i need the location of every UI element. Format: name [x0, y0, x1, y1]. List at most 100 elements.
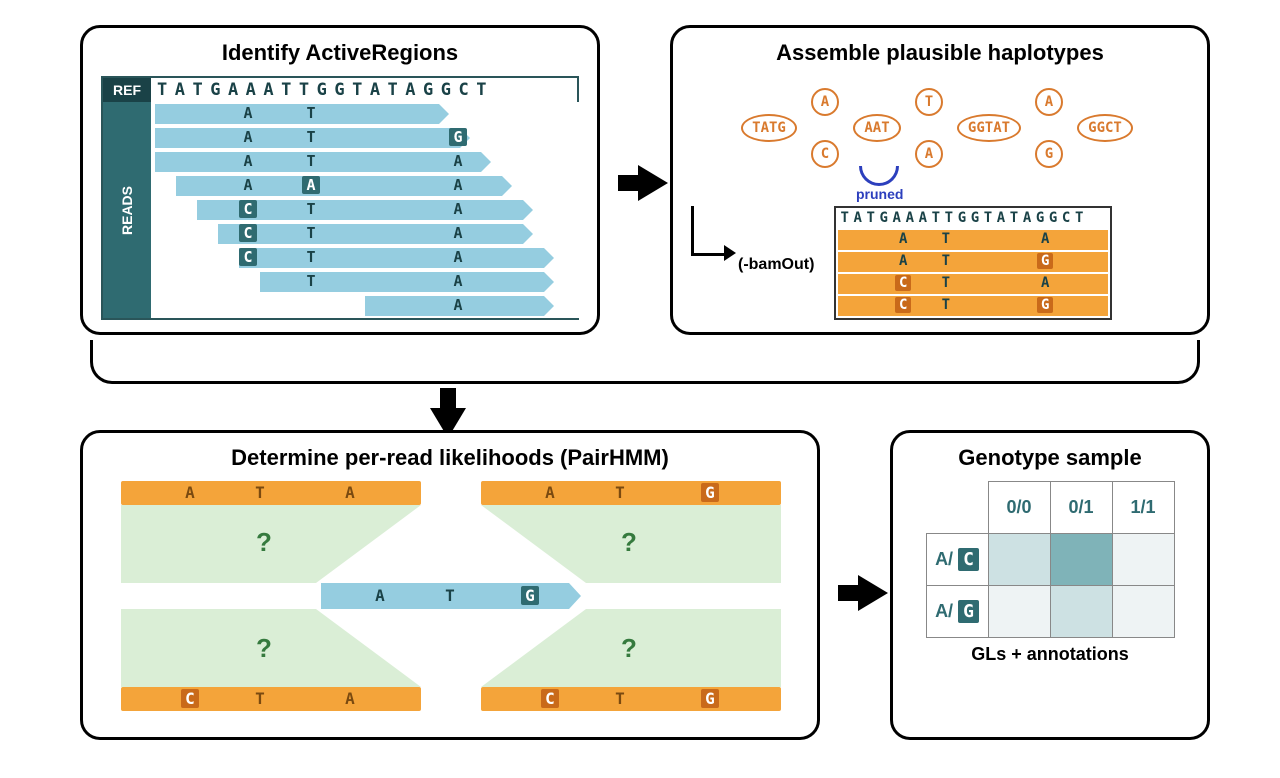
strip-letter: T	[251, 483, 269, 502]
strip-letter: G	[701, 483, 719, 502]
genotype-cell	[1112, 586, 1174, 638]
read-variant-letter: T	[302, 152, 320, 170]
ref-label: REF	[103, 78, 151, 102]
flow-bracket	[90, 340, 1200, 384]
haplotype-row: ATG	[838, 252, 1108, 272]
genotype-cell	[988, 586, 1050, 638]
question-mark: ?	[256, 633, 272, 664]
strip-letter: A	[541, 483, 559, 502]
read-variant-letter: A	[449, 200, 467, 218]
graph-node: G	[1035, 140, 1063, 168]
read-variant-letter: A	[302, 176, 320, 194]
haplotype-variant-letter: C	[895, 297, 911, 313]
genotype-row-header: A/ C	[926, 534, 988, 586]
read-bar	[218, 224, 533, 244]
read-variant-letter: A	[449, 248, 467, 266]
panel-pairhmm: Determine per-read likelihoods (PairHMM)…	[80, 430, 820, 740]
read-variant-letter: A	[449, 272, 467, 290]
panel-title: Genotype sample	[911, 445, 1189, 471]
haplotype-ref-seq: TATGAAATTGGTATAGGCT	[836, 208, 1110, 228]
reads-label: READS	[103, 102, 151, 318]
strip-letter: A	[181, 483, 199, 502]
read-variant-letter: A	[449, 296, 467, 314]
read-variant-letter: T	[302, 128, 320, 146]
strip-letter: T	[611, 483, 629, 502]
haplotype-row: CTG	[838, 296, 1108, 316]
pruned-arc	[859, 166, 899, 186]
haplotype-variant-letter: C	[895, 275, 911, 291]
strip-letter: G	[701, 689, 719, 708]
graph-node: A	[915, 140, 943, 168]
haplotype-variant-letter: T	[938, 275, 954, 291]
haplotype-variant-letter: G	[1037, 297, 1053, 313]
strip-letter: G	[521, 586, 539, 605]
read-variant-letter: T	[302, 224, 320, 242]
graph-node: C	[811, 140, 839, 168]
read-variant-letter: A	[239, 104, 257, 122]
read-variant-letter: A	[239, 176, 257, 194]
graph-node: GGCT	[1077, 114, 1133, 142]
read-variant-letter: T	[302, 104, 320, 122]
question-mark: ?	[621, 527, 637, 558]
read-variant-letter: T	[302, 248, 320, 266]
read-variant-letter: C	[239, 224, 257, 242]
haplotype-table: TATGAAATTGGTATAGGCT ATAATGCTACTG	[834, 206, 1112, 320]
panel-active-regions: Identify ActiveRegions REF TATGAAATTGGTA…	[80, 25, 600, 335]
haplotype-variant-letter: A	[895, 231, 911, 247]
strip-letter: A	[371, 586, 389, 605]
genotype-cell	[1112, 534, 1174, 586]
strip-letter: A	[341, 689, 359, 708]
panel-title: Determine per-read likelihoods (PairHMM)	[101, 445, 799, 471]
debruijn-graph: pruned TATGACAATTAGGTATAGGGCT	[691, 76, 1189, 196]
read-variant-letter: G	[449, 128, 467, 146]
graph-node: A	[811, 88, 839, 116]
genotype-cell	[988, 534, 1050, 586]
read-bar	[239, 248, 554, 268]
read-variant-letter: T	[302, 200, 320, 218]
strip-letter: T	[251, 689, 269, 708]
pairhmm-viz: ATA ATG CTA CTG ATG ? ? ? ?	[101, 481, 799, 711]
arrow-right-icon	[858, 575, 888, 611]
read-bar	[155, 152, 491, 172]
strip-letter: C	[541, 689, 559, 708]
haplotype-variant-letter: T	[938, 231, 954, 247]
graph-node: T	[915, 88, 943, 116]
haplotype-strip: CTA	[121, 687, 421, 711]
haplotype-variant-letter: A	[1037, 275, 1053, 291]
haplotype-row: ATA	[838, 230, 1108, 250]
genotype-cell	[1050, 586, 1112, 638]
genotype-row-header: A/ G	[926, 586, 988, 638]
question-mark: ?	[621, 633, 637, 664]
bamout-label: (-bamOut)	[738, 256, 814, 274]
reads-stack: ATATGATAAAACTACTACTATAA	[151, 102, 583, 318]
haplotype-strip: ATG	[481, 481, 781, 505]
question-mark: ?	[256, 527, 272, 558]
haplotype-strip: CTG	[481, 687, 781, 711]
strip-letter: C	[181, 689, 199, 708]
strip-letter: T	[441, 586, 459, 605]
read-variant-letter: T	[302, 272, 320, 290]
center-read: ATG	[321, 583, 581, 609]
read-variant-letter: C	[239, 200, 257, 218]
genotype-col-header: 0/0	[988, 482, 1050, 534]
read-variant-letter: C	[239, 248, 257, 266]
read-variant-letter: A	[239, 128, 257, 146]
haplotype-variant-letter: G	[1037, 253, 1053, 269]
read-variant-letter: A	[449, 176, 467, 194]
haplotype-variant-letter: A	[895, 253, 911, 269]
read-variant-letter: A	[239, 152, 257, 170]
read-variant-letter: A	[449, 224, 467, 242]
panel-title: Identify ActiveRegions	[101, 40, 579, 66]
graph-node: A	[1035, 88, 1063, 116]
haplotype-variant-letter: T	[938, 253, 954, 269]
genotype-table: 0/00/11/1A/ CA/ G	[926, 481, 1175, 638]
reads-alignment-viz: REF TATGAAATTGGTATAGGCT READS ATATGATAAA…	[101, 76, 579, 320]
read-variant-letter: A	[449, 152, 467, 170]
panel-genotype-sample: Genotype sample 0/00/11/1A/ CA/ G GLs + …	[890, 430, 1210, 740]
ref-sequence: TATGAAATTGGTATAGGCT	[151, 78, 494, 102]
panel-title: Assemble plausible haplotypes	[691, 40, 1189, 66]
graph-node: AAT	[853, 114, 901, 142]
panel-assemble-haplotypes: Assemble plausible haplotypes pruned TAT…	[670, 25, 1210, 335]
elbow-arrow-icon	[691, 206, 726, 256]
haplotype-strip: ATA	[121, 481, 421, 505]
